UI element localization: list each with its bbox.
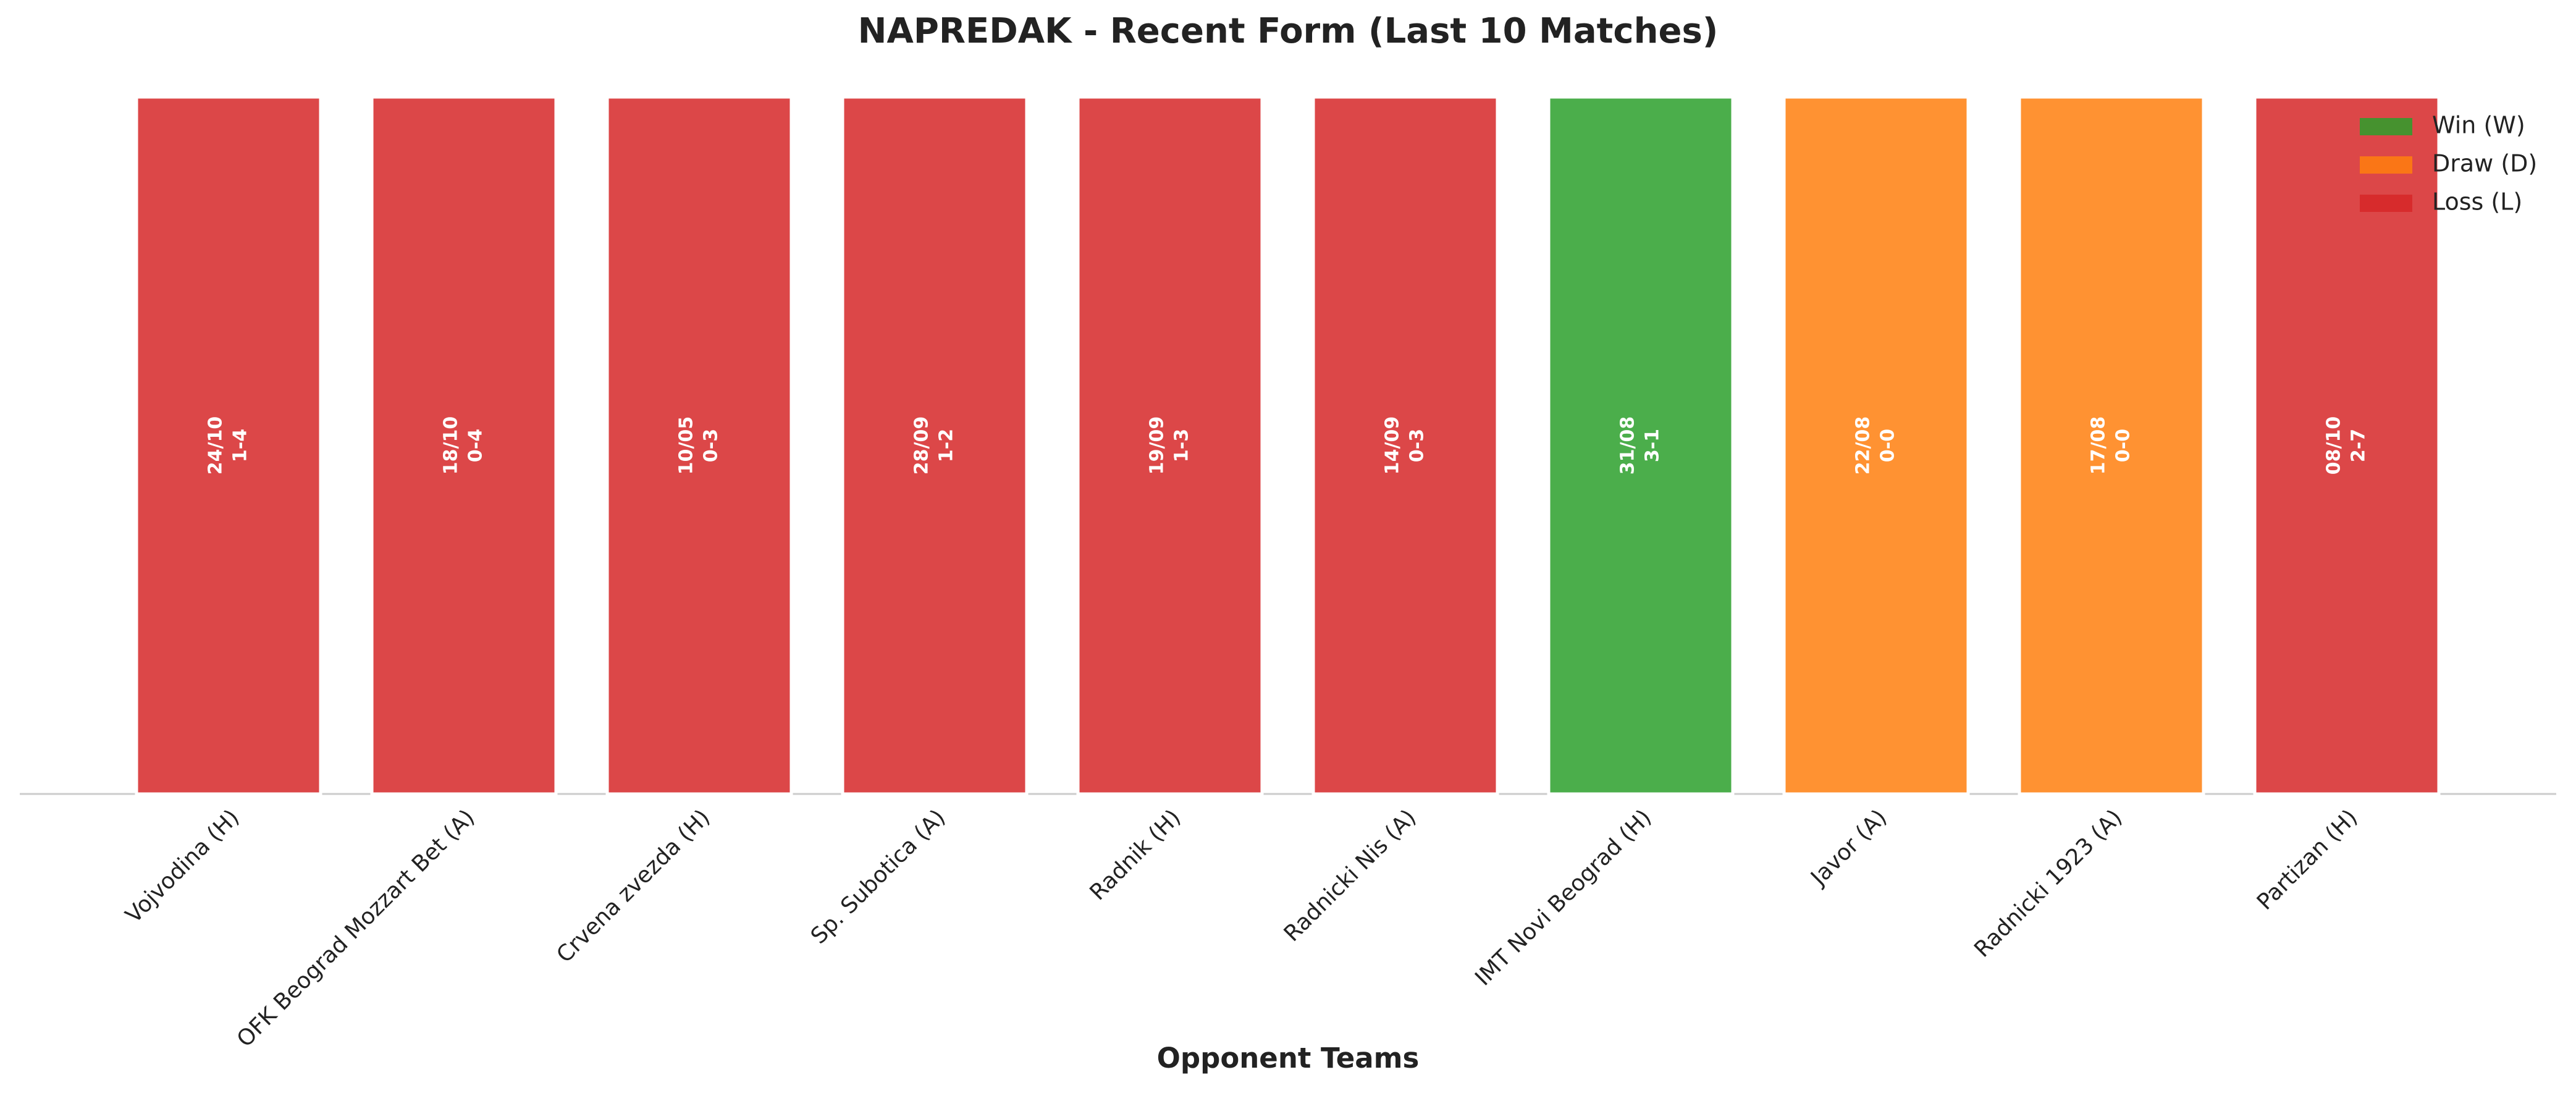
bar [2018,95,2205,796]
bar [605,95,793,796]
bar-score-label: 0-0 [2113,429,2134,462]
bar-date-label: 14/09 [1382,416,1404,475]
bar-score-label: 0-3 [1407,429,1428,462]
x-axis-label: Opponent Teams [1157,1042,1420,1074]
legend-label: Loss (L) [2432,188,2522,216]
bar-date-label: 10/05 [676,416,697,475]
bar [1076,95,1264,796]
bar [2253,95,2441,796]
bar [841,95,1029,796]
bar-score-label: 0-3 [701,429,722,462]
bar-score-label: 1-2 [936,429,958,462]
legend-swatch [2360,156,2412,174]
bar-date-label: 08/10 [2323,416,2345,475]
legend-label: Draw (D) [2432,150,2537,177]
bar-date-label: 24/10 [205,416,227,475]
bar [1782,95,1970,796]
bar-date-label: 19/09 [1147,416,1168,475]
bar-score-label: 0-0 [1877,429,1899,462]
bar-date-label: 17/08 [2088,416,2110,475]
bar-score-label: 1-4 [230,429,251,462]
bar-score-label: 1-3 [1171,429,1193,462]
bar-score-label: 0-4 [465,429,487,462]
bar-date-label: 18/10 [440,416,462,475]
legend-label: Win (W) [2432,112,2525,139]
bar [1311,95,1499,796]
bar-date-label: 31/08 [1617,416,1639,475]
bar-date-label: 22/08 [1853,416,1874,475]
bar-score-label: 3-1 [1642,429,1664,462]
bar [1547,95,1735,796]
legend-swatch [2360,118,2412,135]
bar-score-label: 2-7 [2348,429,2370,462]
legend-swatch [2360,195,2412,212]
bar-date-label: 28/09 [911,416,933,475]
bar [370,95,558,796]
chart-title: NAPREDAK - Recent Form (Last 10 Matches) [858,11,1719,51]
bar [135,95,322,796]
